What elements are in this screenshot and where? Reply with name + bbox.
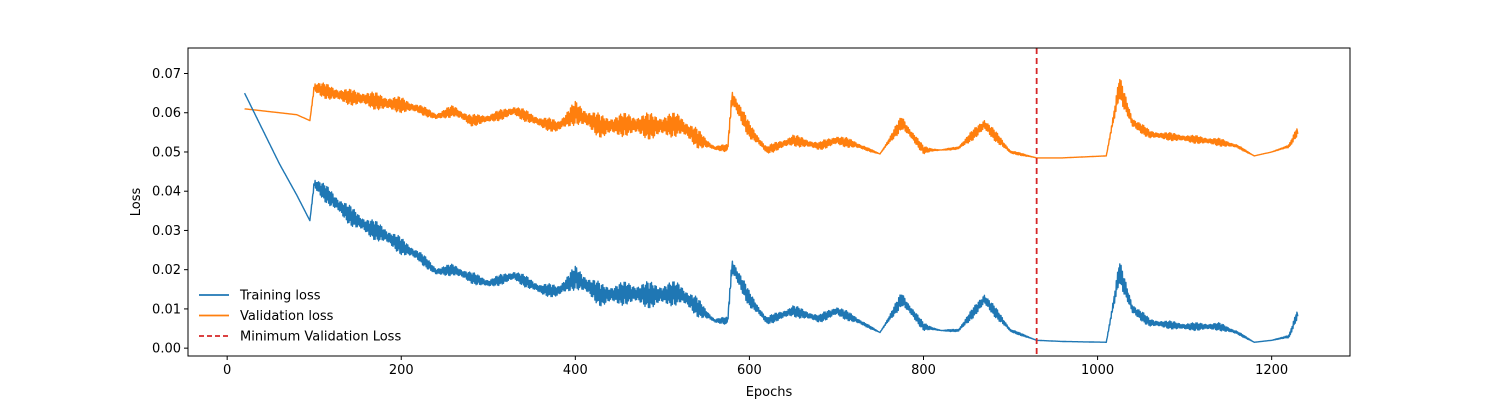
y-tick-label: 0.03 — [152, 224, 181, 239]
x-tick-label: 200 — [389, 363, 414, 378]
x-tick-label: 0 — [223, 363, 231, 378]
y-axis-label: Loss — [129, 188, 144, 217]
x-tick-label: 600 — [737, 363, 762, 378]
x-axis-label: Epochs — [746, 385, 793, 400]
y-tick-label: 0.07 — [152, 67, 181, 82]
y-tick-label: 0.06 — [152, 106, 181, 121]
y-tick-label: 0.02 — [152, 263, 181, 278]
x-tick-label: 1000 — [1081, 363, 1114, 378]
series-layer — [243, 48, 1299, 356]
y-axis-ticks: 0.00 0.01 0.02 0.03 0.04 0.05 0.06 0.07 — [152, 67, 188, 357]
legend-label: Validation loss — [240, 309, 334, 324]
x-tick-label: 400 — [563, 363, 588, 378]
x-tick-label: 1200 — [1255, 363, 1288, 378]
axes-layer — [187, 47, 1351, 357]
plot-frame — [187, 47, 1351, 357]
validation-loss-line — [244, 78, 1299, 159]
training-loss-line — [243, 92, 1299, 343]
legend-label: Minimum Validation Loss — [240, 330, 401, 345]
legend-label: Training loss — [239, 289, 321, 304]
x-axis-ticks: 0 200 400 600 800 1000 1200 — [223, 356, 1288, 378]
y-tick-label: 0.01 — [152, 302, 181, 317]
x-tick-label: 800 — [911, 363, 936, 378]
y-tick-label: 0.04 — [152, 185, 181, 200]
legend: Training loss Validation loss Minimum Vali… — [199, 289, 401, 345]
y-tick-label: 0.05 — [152, 145, 181, 160]
y-tick-label: 0.00 — [152, 342, 181, 357]
